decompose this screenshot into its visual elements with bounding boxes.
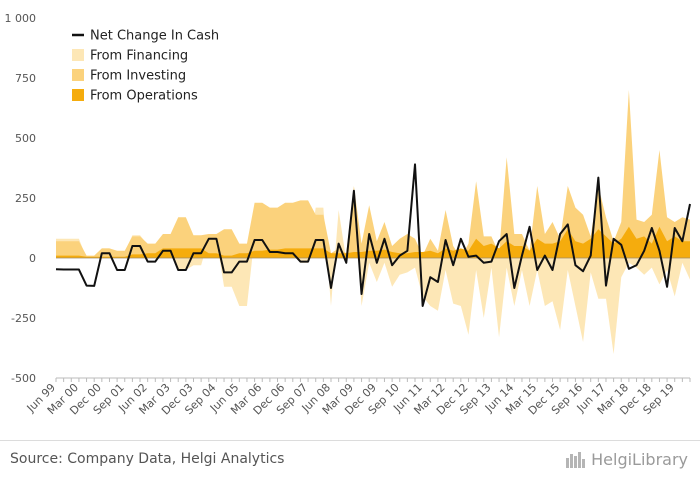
y-tick-label: -250 <box>11 312 36 325</box>
legend-label: From Operations <box>90 89 198 104</box>
legend-swatch <box>72 69 84 81</box>
chart-areas <box>56 90 690 354</box>
legend-swatch <box>72 89 84 101</box>
legend-swatch <box>72 49 84 61</box>
y-tick-label: -500 <box>11 372 36 385</box>
legend: Net Change In Cash From Financing From Inv… <box>72 29 219 104</box>
brand-logo[interactable]: HelgiLibrary <box>566 450 688 469</box>
y-tick-label: 750 <box>15 72 36 85</box>
y-axis: 1 000 750 500 250 0 -250 -500 <box>5 12 37 385</box>
net-change-line <box>55 163 691 307</box>
series-line-net-change-in-cash <box>55 163 691 307</box>
legend-label: From Financing <box>90 49 188 64</box>
source-note: Source: Company Data, Helgi Analytics <box>10 451 285 467</box>
brand-name: HelgiLibrary <box>591 450 688 469</box>
library-icon <box>566 451 586 468</box>
footer: Source: Company Data, Helgi Analytics He… <box>0 440 700 484</box>
area-from-investing <box>56 90 690 258</box>
y-tick-label: 500 <box>15 132 36 145</box>
y-tick-label: 1 000 <box>5 12 37 25</box>
area-from-financing <box>56 193 690 354</box>
legend-label: From Investing <box>90 69 186 84</box>
legend-label: Net Change In Cash <box>90 29 219 44</box>
y-tick-label: 0 <box>29 252 36 265</box>
y-tick-label: 250 <box>15 192 36 205</box>
area-from-operations <box>56 226 690 258</box>
